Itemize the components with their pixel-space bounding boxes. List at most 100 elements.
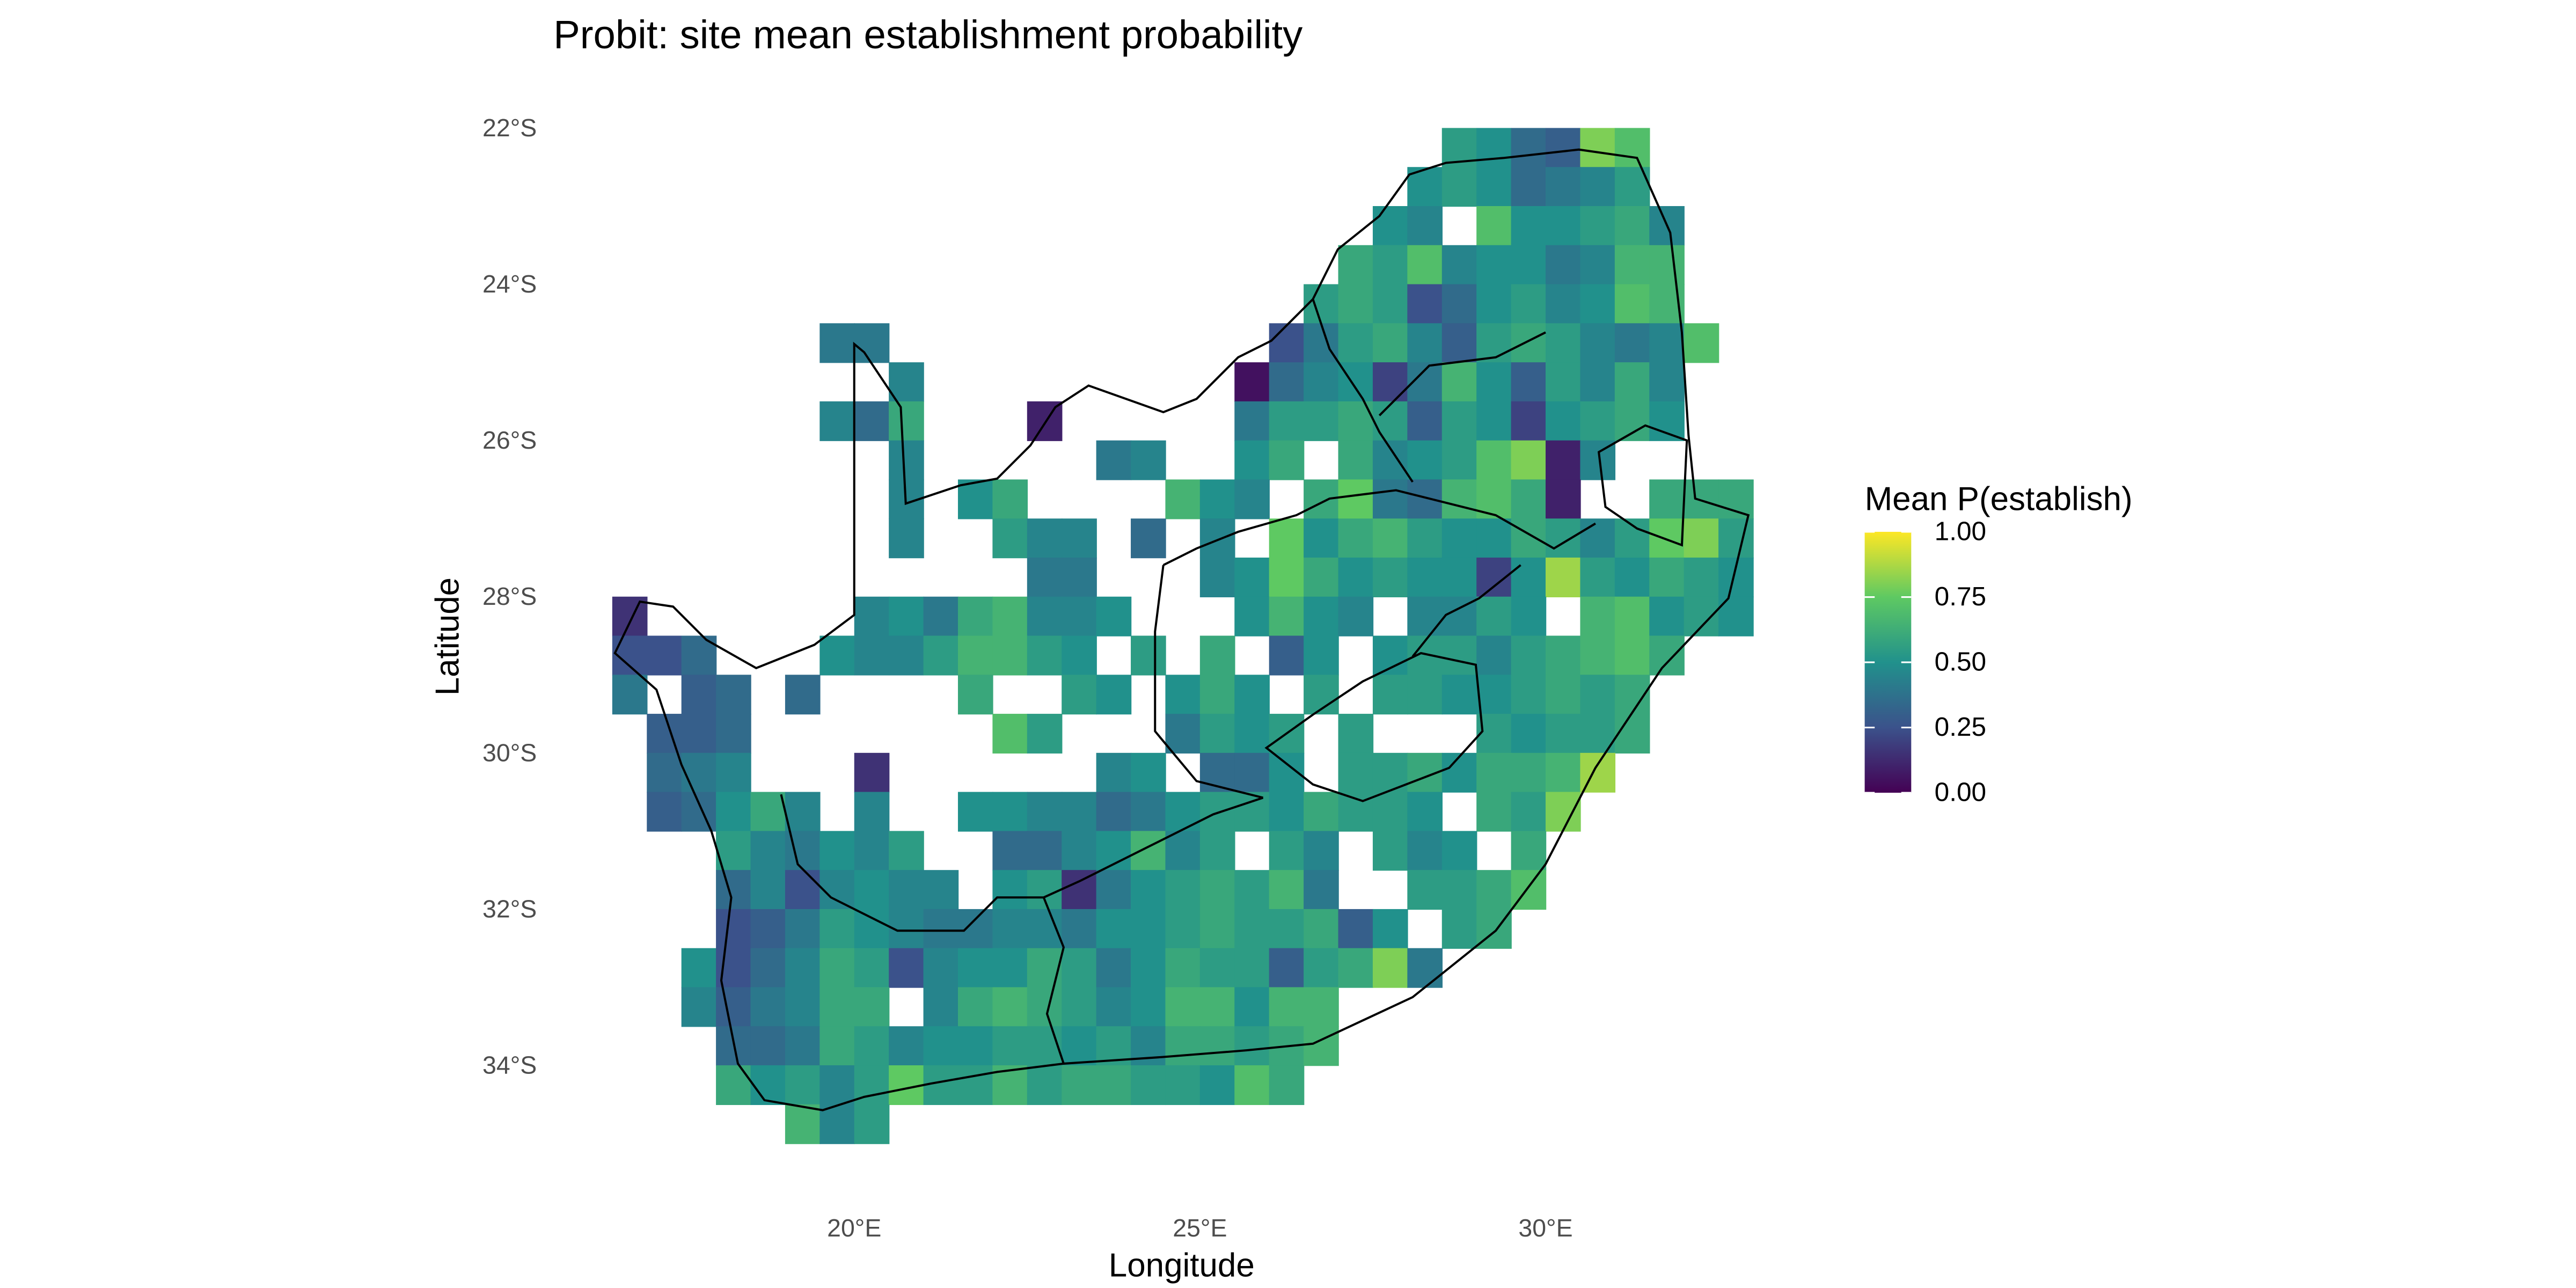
tile xyxy=(1027,1065,1063,1106)
tile xyxy=(1511,284,1547,324)
tile xyxy=(1546,440,1581,480)
tile xyxy=(992,909,1028,949)
tile xyxy=(1269,635,1305,676)
tile xyxy=(992,870,1028,910)
tile xyxy=(1372,284,1408,324)
tile xyxy=(889,362,924,402)
tile xyxy=(681,675,717,715)
tile xyxy=(1649,401,1685,441)
tile xyxy=(1062,518,1097,559)
tile xyxy=(1649,362,1685,402)
tile xyxy=(1199,714,1235,754)
tile xyxy=(1546,401,1581,441)
tile xyxy=(1441,245,1477,285)
tile xyxy=(1441,675,1477,715)
tile xyxy=(750,987,786,1027)
tile xyxy=(1441,440,1477,480)
tile xyxy=(992,948,1028,988)
tile xyxy=(1441,362,1477,402)
tile xyxy=(1372,245,1408,285)
tile xyxy=(854,752,890,793)
tile xyxy=(1234,752,1270,793)
tile xyxy=(785,987,821,1027)
tile xyxy=(1199,909,1235,949)
tile xyxy=(1407,401,1443,441)
tile xyxy=(1372,635,1408,676)
tile xyxy=(1131,440,1166,480)
tile xyxy=(1062,635,1097,676)
tile xyxy=(957,909,993,949)
tile xyxy=(854,831,890,871)
tile xyxy=(889,596,924,636)
tile xyxy=(1304,831,1339,871)
tile xyxy=(1027,831,1063,871)
tile xyxy=(819,635,855,676)
tile xyxy=(889,948,924,988)
tile xyxy=(1062,987,1097,1027)
tile xyxy=(1338,596,1374,636)
tile xyxy=(1580,206,1616,246)
tile xyxy=(1407,792,1443,832)
tile xyxy=(716,870,751,910)
tile xyxy=(1165,870,1201,910)
tile xyxy=(819,909,855,949)
tile xyxy=(1096,870,1132,910)
tile xyxy=(1476,440,1512,480)
y-tick-label: 28°S xyxy=(482,582,537,610)
tile xyxy=(1304,518,1339,559)
tile xyxy=(1511,518,1547,559)
tile xyxy=(1580,323,1616,363)
tile xyxy=(1338,245,1374,285)
tile xyxy=(1131,752,1166,793)
tile xyxy=(1199,831,1235,871)
tile xyxy=(647,792,682,832)
tile xyxy=(1649,323,1685,363)
tile xyxy=(923,909,959,949)
tile xyxy=(1131,792,1166,832)
tile xyxy=(785,1065,821,1106)
tile xyxy=(681,948,717,988)
tile xyxy=(1407,440,1443,480)
tile xyxy=(889,870,924,910)
tile xyxy=(1511,479,1547,519)
tile xyxy=(1580,518,1616,559)
tile xyxy=(1096,440,1132,480)
tile xyxy=(612,596,648,636)
tile xyxy=(1649,245,1685,285)
tile xyxy=(854,1104,890,1144)
tile xyxy=(889,518,924,559)
tile xyxy=(1476,323,1512,363)
tile xyxy=(1614,557,1650,597)
tile xyxy=(1199,479,1235,519)
tile xyxy=(1580,401,1616,441)
tile xyxy=(1546,284,1581,324)
tile xyxy=(1407,675,1443,715)
tile xyxy=(957,596,993,636)
tile xyxy=(1269,596,1305,636)
tile xyxy=(1027,596,1063,636)
tile xyxy=(1165,792,1201,832)
tile xyxy=(1234,362,1270,402)
tile xyxy=(1131,518,1166,559)
tile xyxy=(1234,909,1270,949)
tile xyxy=(1027,948,1063,988)
tile xyxy=(1372,557,1408,597)
tile xyxy=(1304,635,1339,676)
tile xyxy=(1614,206,1650,246)
tile xyxy=(889,440,924,480)
tile xyxy=(1338,948,1374,988)
tile xyxy=(1199,635,1235,676)
tile xyxy=(1304,870,1339,910)
tile xyxy=(1304,948,1339,988)
tile xyxy=(1199,948,1235,988)
tile xyxy=(1338,557,1374,597)
tile xyxy=(1165,987,1201,1027)
tile xyxy=(716,909,751,949)
tile xyxy=(1546,792,1581,832)
tile xyxy=(1684,596,1719,636)
tile xyxy=(1372,518,1408,559)
tile xyxy=(957,792,993,832)
tile xyxy=(819,948,855,988)
tile xyxy=(1096,675,1132,715)
